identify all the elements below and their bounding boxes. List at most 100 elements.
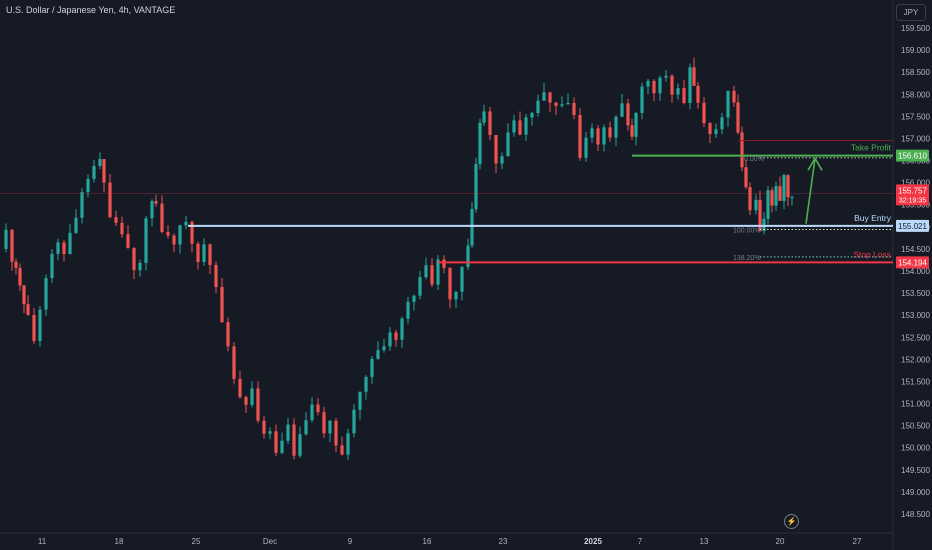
x-tick-label: 20 — [776, 537, 785, 546]
currency-button[interactable]: JPY — [896, 4, 926, 21]
candle — [454, 290, 458, 308]
x-tick-label: 11 — [38, 537, 47, 546]
candle — [652, 79, 656, 102]
candle-body — [80, 192, 84, 218]
candle-body — [430, 265, 434, 285]
fib-zero-label: 0.00% — [744, 156, 764, 163]
candle-body — [358, 391, 362, 410]
candle — [524, 113, 528, 141]
y-tick-label: 151.000 — [901, 400, 930, 409]
candle-body — [328, 420, 332, 434]
candle-body — [436, 259, 440, 285]
candle — [762, 212, 766, 235]
candle-body — [108, 182, 112, 218]
candle-body — [388, 332, 392, 347]
candle-body — [244, 397, 248, 405]
candle — [596, 125, 600, 151]
candle — [608, 121, 612, 142]
trade-levels: Take Profit Buy Entry Stop Loss 0.00% 100.00… — [0, 140, 893, 264]
candle — [782, 173, 786, 210]
candle-body — [382, 346, 386, 351]
candle — [98, 152, 102, 170]
y-tick-label: 158.500 — [901, 68, 930, 77]
candle-body — [298, 434, 302, 456]
candle-body — [138, 262, 142, 271]
candle-body — [500, 156, 504, 164]
level-label: Take Profit — [851, 143, 892, 153]
y-tick-label: 151.500 — [901, 377, 930, 386]
candle — [754, 194, 758, 215]
candle-body — [322, 412, 326, 434]
x-tick-label: 9 — [348, 537, 353, 546]
candle — [208, 243, 212, 275]
target-arrow-shaft — [805, 158, 816, 224]
candle — [566, 93, 570, 105]
candle — [572, 97, 576, 120]
candle — [412, 294, 416, 311]
candle — [298, 426, 302, 458]
candle-body — [566, 102, 570, 105]
candle — [56, 238, 60, 261]
level-tag-text: 154.194 — [898, 258, 927, 267]
candle — [220, 277, 224, 323]
candle-body — [346, 433, 350, 455]
candle — [132, 247, 136, 279]
candle — [172, 233, 176, 253]
candle-body — [26, 304, 30, 315]
candle-body — [692, 67, 696, 86]
candle-body — [626, 103, 630, 126]
candle — [670, 74, 674, 103]
candle — [238, 371, 242, 399]
candle-body — [92, 165, 96, 179]
candle — [766, 186, 770, 225]
candle-body — [652, 80, 656, 94]
candle-body — [4, 229, 8, 249]
candle-body — [726, 90, 730, 118]
x-tick-label: 27 — [853, 537, 862, 546]
candle-body — [702, 102, 706, 124]
candle-body — [406, 301, 410, 319]
time-axis[interactable]: 11 18 25 Dec 9 16 23 2025 7 13 20 27 — [38, 537, 862, 546]
candle-body — [572, 102, 576, 116]
candle — [364, 375, 368, 400]
candle — [328, 419, 332, 443]
y-tick-label: 157.500 — [901, 112, 930, 121]
candle — [630, 118, 634, 140]
candle-body — [530, 113, 534, 118]
y-tick-label: 156.000 — [901, 179, 930, 188]
candle — [536, 94, 540, 117]
candle-body — [18, 267, 22, 286]
candle-body — [400, 318, 404, 340]
level-label: Buy Entry — [854, 213, 892, 223]
candle — [178, 224, 182, 254]
candle — [726, 90, 730, 127]
flash-icon[interactable]: ⚡ — [784, 514, 799, 529]
candle — [340, 436, 344, 456]
candle — [120, 216, 124, 238]
candle — [334, 417, 338, 453]
candle — [448, 267, 452, 309]
candle — [102, 158, 106, 193]
candle — [250, 381, 254, 408]
candle-body — [120, 222, 124, 235]
candle-body — [316, 404, 320, 413]
candle-body — [412, 295, 416, 302]
candle-body — [758, 199, 762, 232]
candle — [500, 152, 504, 170]
candle — [226, 317, 230, 352]
candle-body — [740, 132, 744, 168]
candle-body — [220, 287, 224, 323]
candle-body — [172, 235, 176, 245]
candle-body — [448, 267, 452, 300]
candle — [86, 174, 90, 198]
candle — [32, 308, 36, 344]
candle-body — [292, 424, 296, 456]
price-axis[interactable]: 159.500 159.000 158.500 158.000 157.500 157.0… — [901, 24, 930, 519]
candle-body — [418, 277, 422, 296]
y-tick-label: 157.000 — [901, 134, 930, 143]
candle-body — [770, 190, 774, 206]
candle — [424, 257, 428, 280]
candle-body — [352, 409, 356, 434]
candle — [602, 124, 606, 152]
